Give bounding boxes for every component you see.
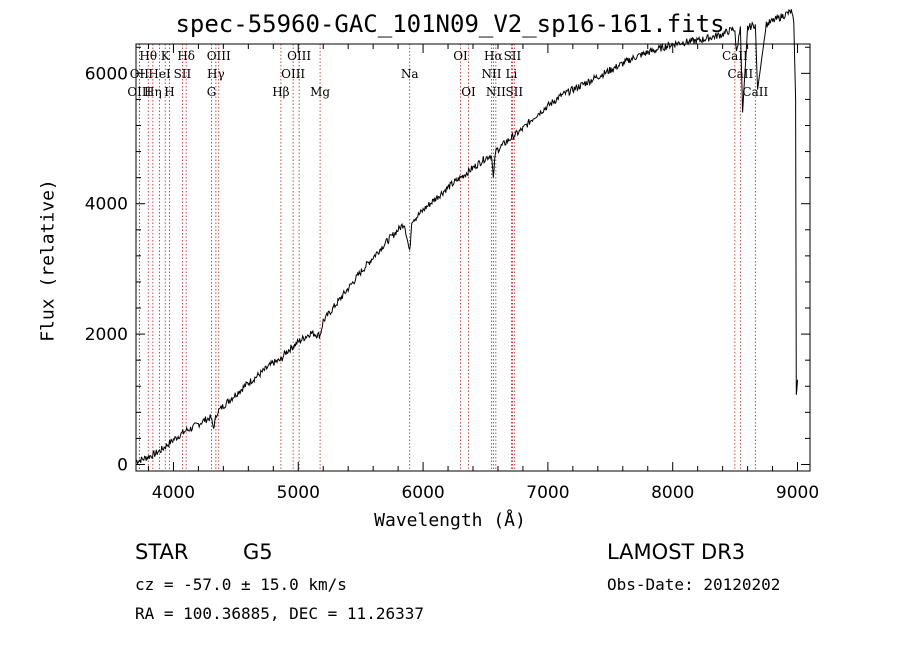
y-tick-label: 6000 — [85, 64, 128, 84]
line-label: Na — [401, 67, 419, 81]
line-label: Hη — [144, 85, 162, 99]
plot-frame — [135, 43, 811, 472]
line-label: OIII — [207, 49, 231, 63]
line-label: SII — [174, 67, 192, 81]
x-tick-label: 6000 — [401, 483, 444, 503]
line-label: Hα — [484, 49, 503, 63]
line-label: Hβ — [272, 85, 289, 99]
line-label: OII — [130, 67, 150, 81]
line-label: OI — [453, 49, 468, 63]
line-label: OIII — [281, 67, 305, 81]
coordinates: RA = 100.36885, DEC = 11.26337 — [135, 604, 424, 623]
y-tick-label: 2000 — [85, 325, 128, 345]
line-label: Li — [506, 67, 518, 81]
line-label: Hγ — [207, 67, 225, 81]
x-tick-label: 4000 — [152, 483, 195, 503]
line-label: CaII — [727, 67, 753, 81]
spectral-line-markers — [138, 44, 756, 471]
x-tick-label: 5000 — [277, 483, 320, 503]
line-label: CaII — [722, 49, 748, 63]
y-axis-ticks: 0 2000 4000 6000 — [85, 46, 810, 475]
line-label: CaII — [742, 85, 768, 99]
chart-title: spec-55960-GAC_101N09_V2_sp16-161.fits — [175, 10, 725, 38]
y-axis-label: Flux (relative) — [37, 179, 59, 342]
line-label: NII — [486, 85, 506, 99]
survey-name: LAMOST DR3 — [607, 540, 746, 564]
object-class: STAR — [135, 540, 189, 564]
line-label: OIII — [127, 85, 151, 99]
x-tick-label: 8000 — [651, 483, 694, 503]
y-tick-label: 0 — [117, 455, 128, 475]
line-label: OIII — [287, 49, 311, 63]
line-label: SII — [504, 49, 522, 63]
flux-series-line — [135, 9, 798, 465]
x-tick-label: 7000 — [526, 483, 569, 503]
line-label: K — [161, 49, 171, 63]
x-axis-label: Wavelength (Å) — [374, 510, 526, 531]
x-axis-ticks: 4000 5000 6000 7000 8000 9000 — [147, 44, 819, 503]
line-label: NII — [481, 67, 501, 81]
line-label: OI — [461, 85, 476, 99]
y-tick-label: 4000 — [85, 195, 128, 215]
line-label: G — [207, 85, 217, 99]
redshift-info: cz = -57.0 ± 15.0 km/s — [135, 575, 347, 594]
observation-date: Obs-Date: 20120202 — [607, 575, 781, 594]
x-tick-label: 9000 — [776, 483, 819, 503]
line-label: Hθ — [139, 49, 157, 63]
line-label: H — [164, 85, 174, 99]
line-label: HeI — [148, 67, 171, 81]
object-subclass: G5 — [243, 540, 273, 564]
line-label: SII — [505, 85, 523, 99]
line-label: Hδ — [177, 49, 195, 63]
line-label: Mg — [310, 85, 330, 99]
